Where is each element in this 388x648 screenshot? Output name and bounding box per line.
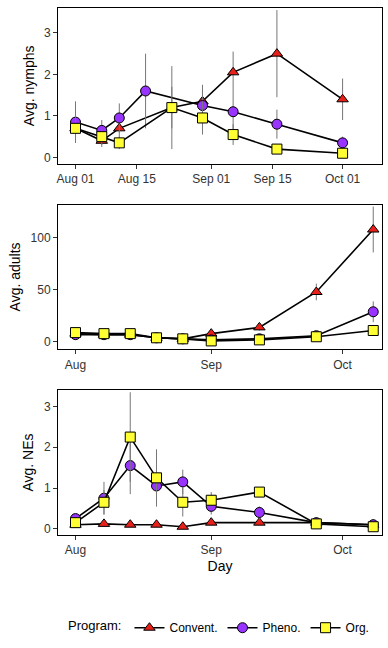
svg-text:Sep 15: Sep 15 (254, 172, 292, 186)
svg-text:Sep: Sep (201, 543, 223, 557)
svg-text:0: 0 (44, 522, 51, 536)
svg-text:Sep 01: Sep 01 (192, 172, 230, 186)
svg-text:Aug 15: Aug 15 (118, 172, 156, 186)
svg-text:0: 0 (44, 335, 51, 349)
svg-text:2: 2 (44, 440, 51, 454)
svg-text:Org.: Org. (346, 621, 369, 635)
svg-text:Program:: Program: (68, 618, 121, 633)
svg-text:Oct: Oct (333, 543, 352, 557)
svg-text:Day: Day (208, 558, 233, 574)
svg-text:3: 3 (44, 26, 51, 40)
svg-text:50: 50 (37, 283, 51, 297)
svg-text:Sep: Sep (201, 358, 223, 372)
svg-text:100: 100 (31, 231, 51, 245)
svg-text:Avg. adults: Avg. adults (7, 242, 23, 311)
svg-text:0: 0 (44, 151, 51, 165)
svg-text:Oct: Oct (333, 358, 352, 372)
svg-text:1: 1 (44, 481, 51, 495)
svg-text:2: 2 (44, 68, 51, 82)
svg-text:Avg. nymphs: Avg. nymphs (21, 45, 37, 126)
svg-text:Convent.: Convent. (169, 621, 217, 635)
svg-text:Avg. NEs: Avg. NEs (21, 433, 37, 491)
svg-text:Aug: Aug (65, 358, 86, 372)
svg-text:3: 3 (44, 400, 51, 414)
svg-text:Aug: Aug (65, 543, 86, 557)
svg-text:Oct 01: Oct 01 (325, 172, 361, 186)
svg-text:Pheno.: Pheno. (263, 621, 301, 635)
svg-text:Aug 01: Aug 01 (56, 172, 94, 186)
svg-text:1: 1 (44, 109, 51, 123)
